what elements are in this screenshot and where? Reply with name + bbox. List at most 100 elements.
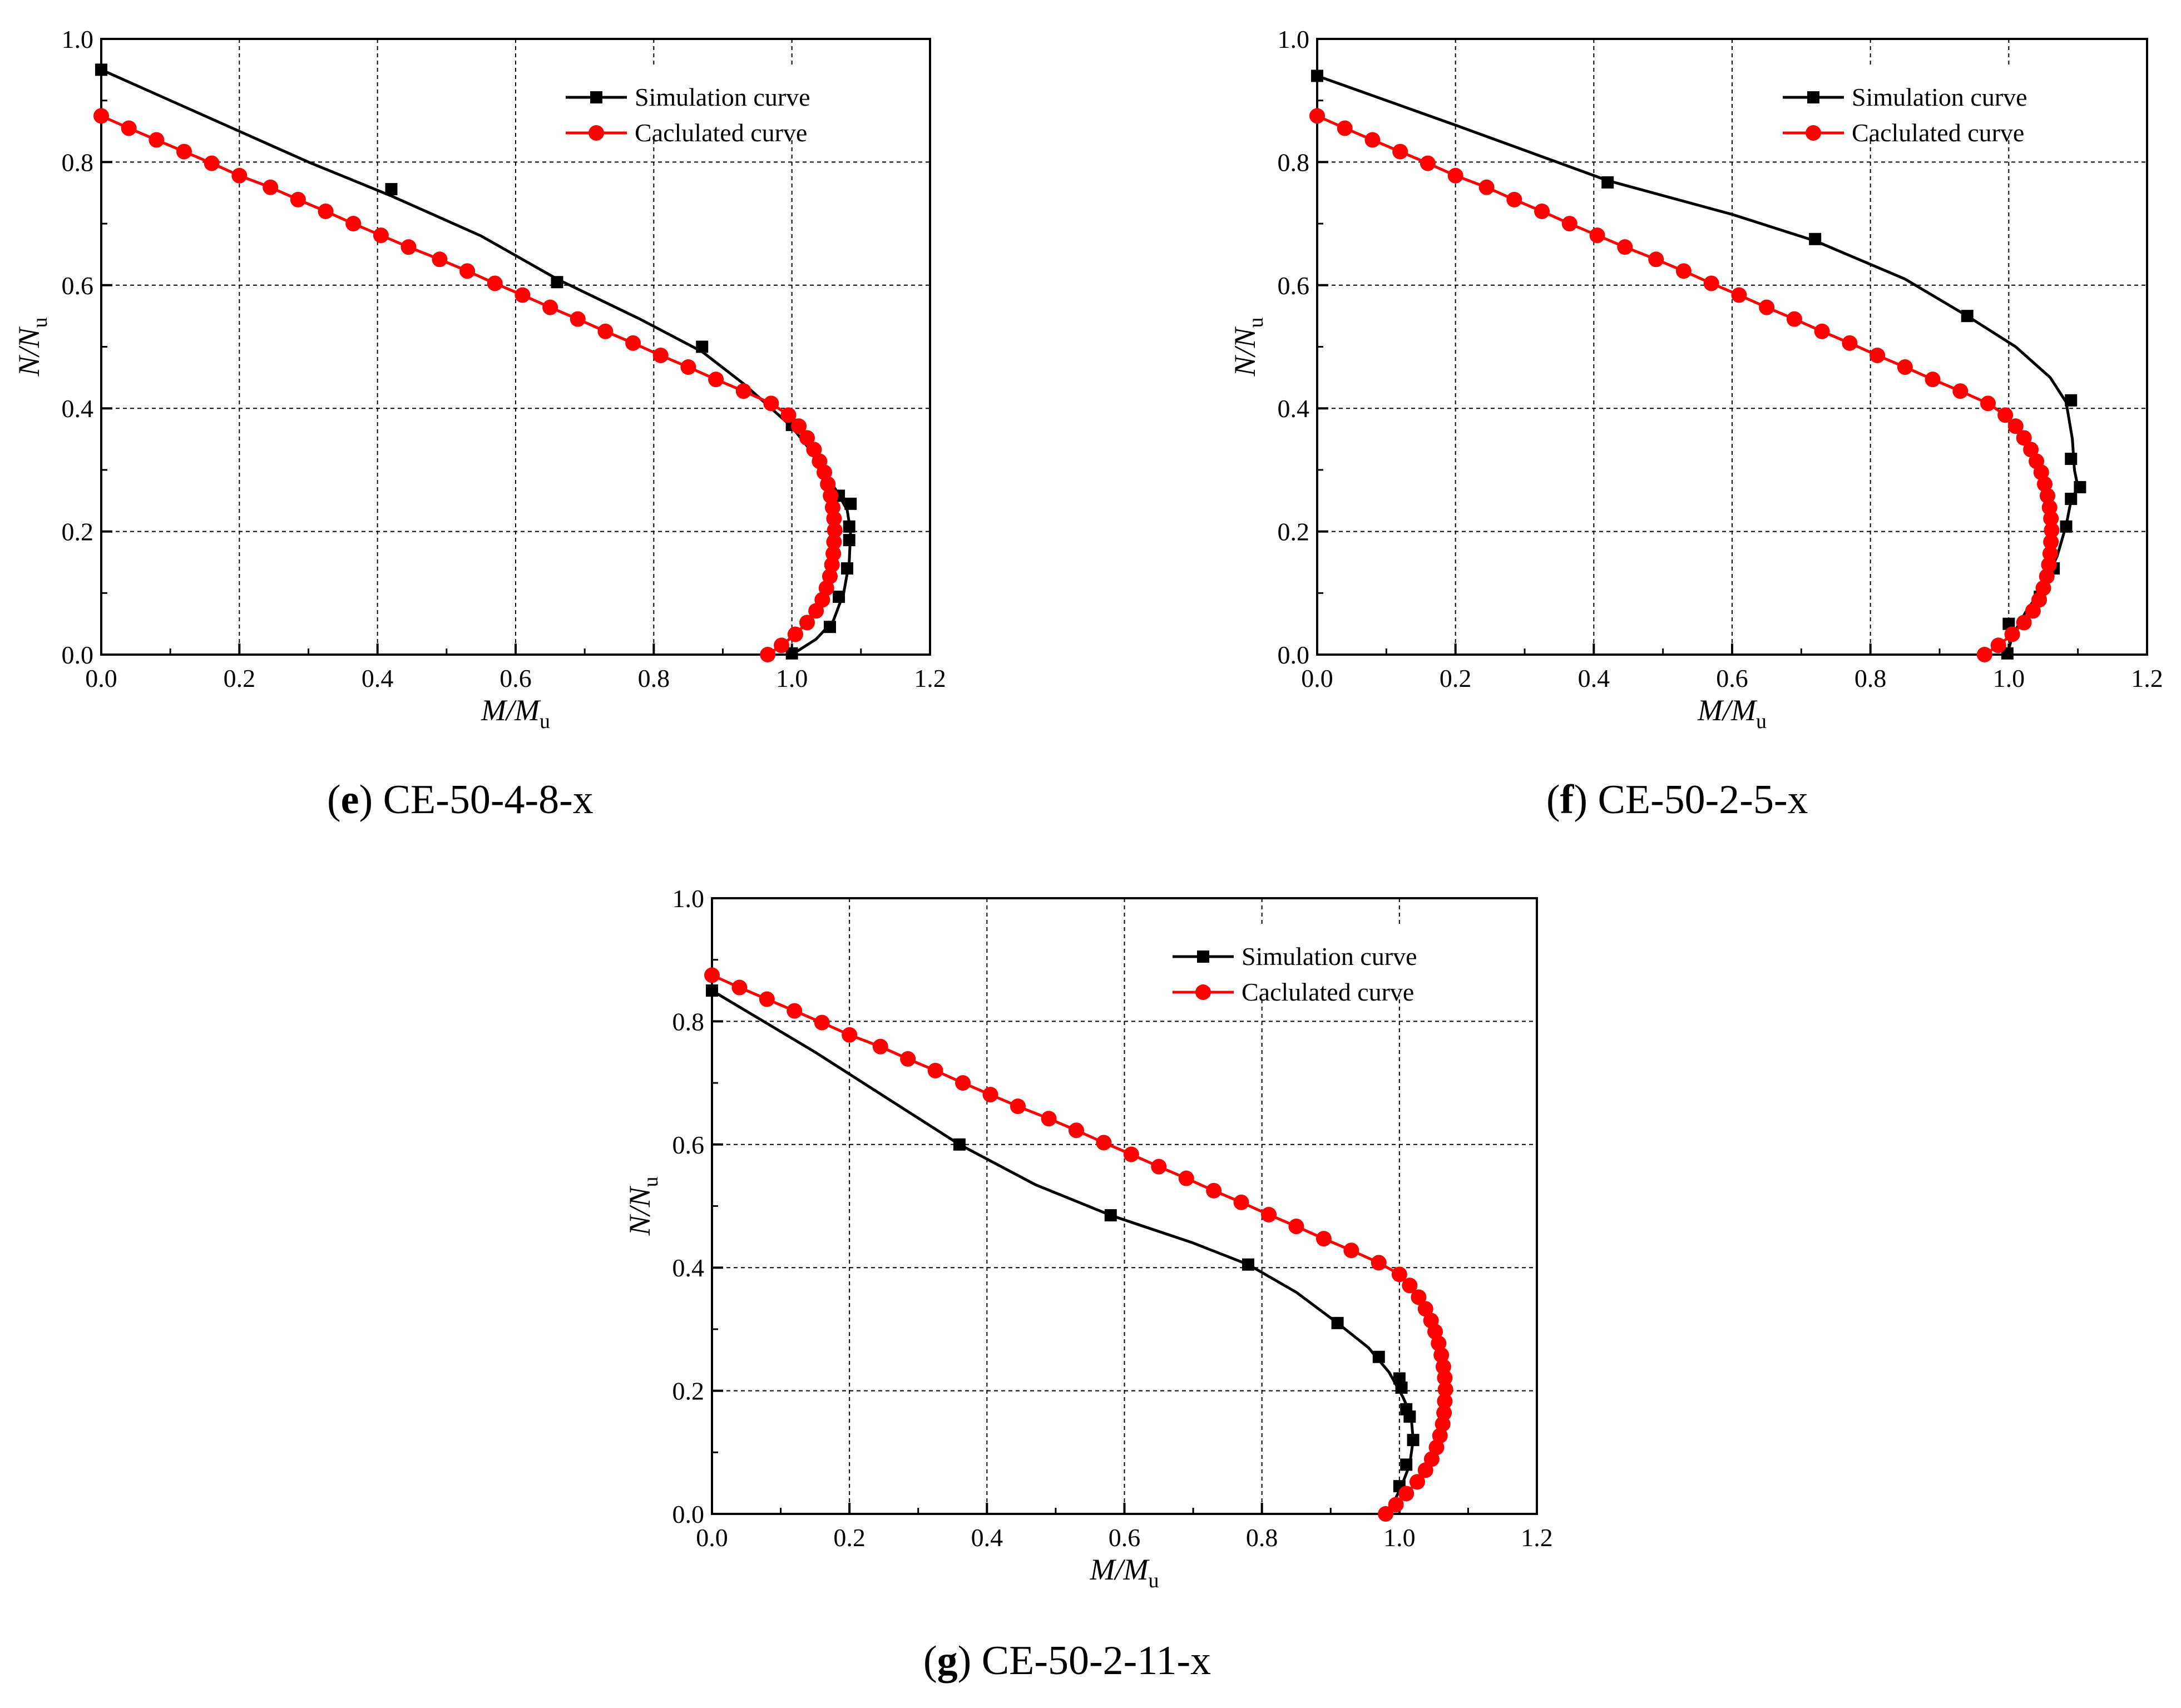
calculated-point bbox=[1343, 1242, 1359, 1259]
x-tick-label: 0.6 bbox=[1109, 1523, 1141, 1552]
simulation-point bbox=[833, 590, 845, 603]
calculated-point bbox=[1010, 1098, 1026, 1115]
calculated-point bbox=[318, 203, 334, 219]
figure-caption: (g) CE-50-2-11-x bbox=[923, 1638, 1211, 1684]
calculated-point bbox=[2004, 626, 2020, 642]
calculated-point bbox=[1997, 407, 2014, 423]
calculated-point bbox=[1437, 1382, 1453, 1398]
calculated-point bbox=[1980, 395, 1996, 412]
calculated-point bbox=[1561, 216, 1577, 232]
calculated-point bbox=[1437, 1393, 1453, 1409]
calculated-point bbox=[652, 347, 669, 363]
y-tick-label: 0.2 bbox=[1278, 518, 1310, 546]
calculated-point bbox=[1417, 1462, 1433, 1478]
legend-label: Simulation curve bbox=[635, 83, 810, 111]
simulation-point bbox=[841, 562, 853, 575]
y-tick-label: 0.6 bbox=[1278, 271, 1310, 300]
calculated-point bbox=[204, 155, 220, 171]
simulation-point bbox=[551, 276, 563, 289]
x-tick-label: 0.2 bbox=[1440, 664, 1472, 692]
calculated-point bbox=[1617, 239, 1633, 255]
calculated-point bbox=[763, 395, 779, 412]
series-calculated bbox=[93, 108, 843, 662]
calculated-point bbox=[373, 227, 389, 244]
legend-box bbox=[558, 65, 914, 136]
calculated-point bbox=[808, 603, 824, 619]
calculated-point bbox=[1420, 155, 1436, 171]
calculated-point bbox=[1759, 299, 1775, 315]
series-simulation bbox=[706, 984, 1420, 1514]
x-axis-title: M/Mu bbox=[1697, 694, 1767, 733]
legend-label: Simulation curve bbox=[1242, 942, 1417, 971]
calculated-point bbox=[1842, 335, 1858, 351]
calculated-point bbox=[1123, 1146, 1139, 1162]
legend-box bbox=[1165, 924, 1521, 996]
legend-circle-marker bbox=[1195, 984, 1211, 1000]
calculated-point bbox=[345, 216, 362, 232]
calculated-point bbox=[1364, 132, 1381, 148]
simulation-point bbox=[823, 621, 836, 633]
simulation-point bbox=[1400, 1458, 1413, 1471]
simulation-point bbox=[2074, 481, 2086, 493]
calculated-point bbox=[1870, 347, 1886, 363]
calculated-point bbox=[1096, 1135, 1112, 1151]
calculated-point bbox=[827, 522, 843, 538]
simulation-point bbox=[785, 647, 798, 660]
calculated-point bbox=[820, 476, 836, 492]
calculated-point bbox=[1337, 120, 1353, 136]
legend-label: Caclulated curve bbox=[1852, 118, 2024, 147]
calculated-point bbox=[542, 299, 558, 315]
x-axis-title-sub: u bbox=[1148, 1569, 1159, 1592]
simulation-point bbox=[844, 497, 857, 510]
calculated-point bbox=[2043, 534, 2059, 550]
calculated-point bbox=[1151, 1159, 1167, 1175]
calculated-point bbox=[121, 120, 137, 136]
calculated-point bbox=[1402, 1278, 1418, 1294]
series-simulation bbox=[95, 63, 857, 660]
legend-label: Simulation curve bbox=[1852, 83, 2027, 111]
y-tick-label: 0.4 bbox=[1278, 394, 1310, 423]
calculated-point bbox=[2016, 430, 2032, 446]
x-tick-label: 0.2 bbox=[833, 1523, 866, 1552]
caption-text: ) CE-50-4-8-x bbox=[359, 777, 594, 823]
calculated-point bbox=[806, 442, 822, 458]
x-tick-label: 0.8 bbox=[1854, 664, 1887, 692]
calculated-point bbox=[791, 418, 807, 434]
calculated-point bbox=[2007, 418, 2024, 434]
legend-label: Caclulated curve bbox=[1242, 978, 1414, 1006]
simulation-point bbox=[95, 63, 107, 76]
x-axis-title-sub: u bbox=[540, 710, 550, 733]
calculated-point bbox=[2023, 442, 2039, 458]
y-axis-title: N/Nu bbox=[623, 1176, 662, 1236]
series-calculated bbox=[704, 967, 1453, 1522]
calculated-point bbox=[2039, 568, 2055, 585]
calculated-point bbox=[1315, 1231, 1332, 1247]
simulation-point bbox=[843, 534, 855, 547]
simulation-point bbox=[1393, 1372, 1406, 1385]
calculated-point bbox=[1925, 372, 1941, 388]
calculated-point bbox=[2041, 557, 2057, 573]
simulation-point bbox=[385, 183, 398, 196]
calculated-point bbox=[704, 967, 720, 983]
y-axis-title: N/Nu bbox=[1228, 317, 1268, 377]
simulation-point bbox=[2060, 520, 2073, 533]
calculated-point bbox=[93, 108, 109, 124]
simulation-point bbox=[2065, 394, 2078, 407]
calculated-point bbox=[927, 1062, 943, 1078]
calculated-point bbox=[1178, 1170, 1194, 1186]
legend-label: Caclulated curve bbox=[635, 118, 807, 147]
calculated-point bbox=[822, 568, 838, 585]
calculated-point bbox=[774, 637, 790, 654]
simulation-point bbox=[1601, 176, 1614, 189]
x-tick-label: 0.8 bbox=[1246, 1523, 1278, 1552]
calculated-point bbox=[1371, 1255, 1387, 1271]
calculated-point bbox=[1427, 1324, 1443, 1340]
calculated-point bbox=[900, 1051, 916, 1067]
calculated-point bbox=[1041, 1111, 1057, 1127]
legend-square-marker bbox=[1197, 950, 1209, 963]
calculated-point bbox=[1411, 1289, 1427, 1305]
calculated-point bbox=[2039, 488, 2055, 504]
calculated-point bbox=[1703, 275, 1719, 291]
calculated-point bbox=[1976, 647, 1992, 662]
